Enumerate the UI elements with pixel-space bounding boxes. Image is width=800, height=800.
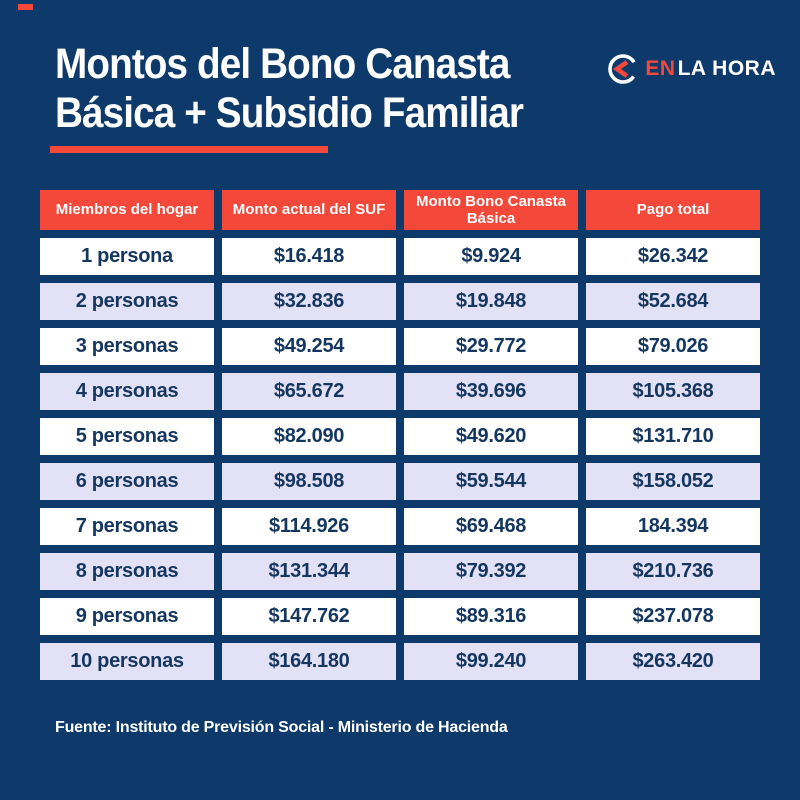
table-cell: $99.240 — [404, 643, 578, 680]
table-cell: $98.508 — [222, 463, 396, 500]
amounts-table: Miembros del hogar Monto actual del SUF … — [40, 190, 760, 680]
table-cell: 7 personas — [40, 508, 214, 545]
column-header-pago-total: Pago total — [586, 190, 760, 230]
table-cell: $89.316 — [404, 598, 578, 635]
table-cell: 4 personas — [40, 373, 214, 410]
table-cell: $105.368 — [586, 373, 760, 410]
table-cell: $69.468 — [404, 508, 578, 545]
table-cell: $164.180 — [222, 643, 396, 680]
table-cell: $19.848 — [404, 283, 578, 320]
table-cell: $210.736 — [586, 553, 760, 590]
enlahora-logo: ENLA HORA — [606, 52, 776, 86]
table-cell: $131.710 — [586, 418, 760, 455]
table-cell: $147.762 — [222, 598, 396, 635]
table-cell: 8 personas — [40, 553, 214, 590]
title-underline — [50, 146, 328, 153]
table-cell: 1 persona — [40, 238, 214, 275]
table-cell: $131.344 — [222, 553, 396, 590]
source-caption: Fuente: Instituto de Previsión Social - … — [55, 719, 508, 736]
table-cell: $158.052 — [586, 463, 760, 500]
table-cell: 3 personas — [40, 328, 214, 365]
page-title: Montos del Bono Canasta Básica + Subsidi… — [55, 40, 575, 138]
table-cell: $16.418 — [222, 238, 396, 275]
table-cell: $82.090 — [222, 418, 396, 455]
column-header-monto-bono: Monto Bono Canasta Básica — [404, 190, 578, 230]
table-cell: $26.342 — [586, 238, 760, 275]
table-cell: $39.696 — [404, 373, 578, 410]
page-title-line1: Montos del Bono Canasta — [55, 40, 510, 88]
table-cell: 6 personas — [40, 463, 214, 500]
table-cell: $9.924 — [404, 238, 578, 275]
enlahora-logo-icon — [606, 52, 645, 86]
table-cell: $79.392 — [404, 553, 578, 590]
table-cell: $79.026 — [586, 328, 760, 365]
table-header-row: Miembros del hogar Monto actual del SUF … — [40, 190, 760, 230]
table-cell: $263.420 — [586, 643, 760, 680]
page-title-line2: Básica + Subsidio Familiar — [55, 89, 524, 137]
table-cell: $32.836 — [222, 283, 396, 320]
table-cell: 184.394 — [586, 508, 760, 545]
table-cell: $49.620 — [404, 418, 578, 455]
table-cell: 5 personas — [40, 418, 214, 455]
logo-part-lahora: LA HORA — [677, 57, 776, 80]
table-cell: $65.672 — [222, 373, 396, 410]
table-cell: $59.544 — [404, 463, 578, 500]
table-body: 1 persona $16.418 $9.924 $26.342 2 personas $… — [40, 238, 760, 680]
column-header-monto-suf: Monto actual del SUF — [222, 190, 396, 230]
table-cell: $49.254 — [222, 328, 396, 365]
table-cell: $114.926 — [222, 508, 396, 545]
table-cell: 9 personas — [40, 598, 214, 635]
corner-accent-dash — [18, 4, 33, 10]
table-cell: 2 personas — [40, 283, 214, 320]
table-cell: $52.684 — [586, 283, 760, 320]
logo-wordmark: ENLA HORA — [645, 57, 776, 81]
logo-part-en: EN — [645, 57, 676, 80]
table-cell: $29.772 — [404, 328, 578, 365]
table-cell: $237.078 — [586, 598, 760, 635]
column-header-miembros: Miembros del hogar — [40, 190, 214, 230]
table-cell: 10 personas — [40, 643, 214, 680]
